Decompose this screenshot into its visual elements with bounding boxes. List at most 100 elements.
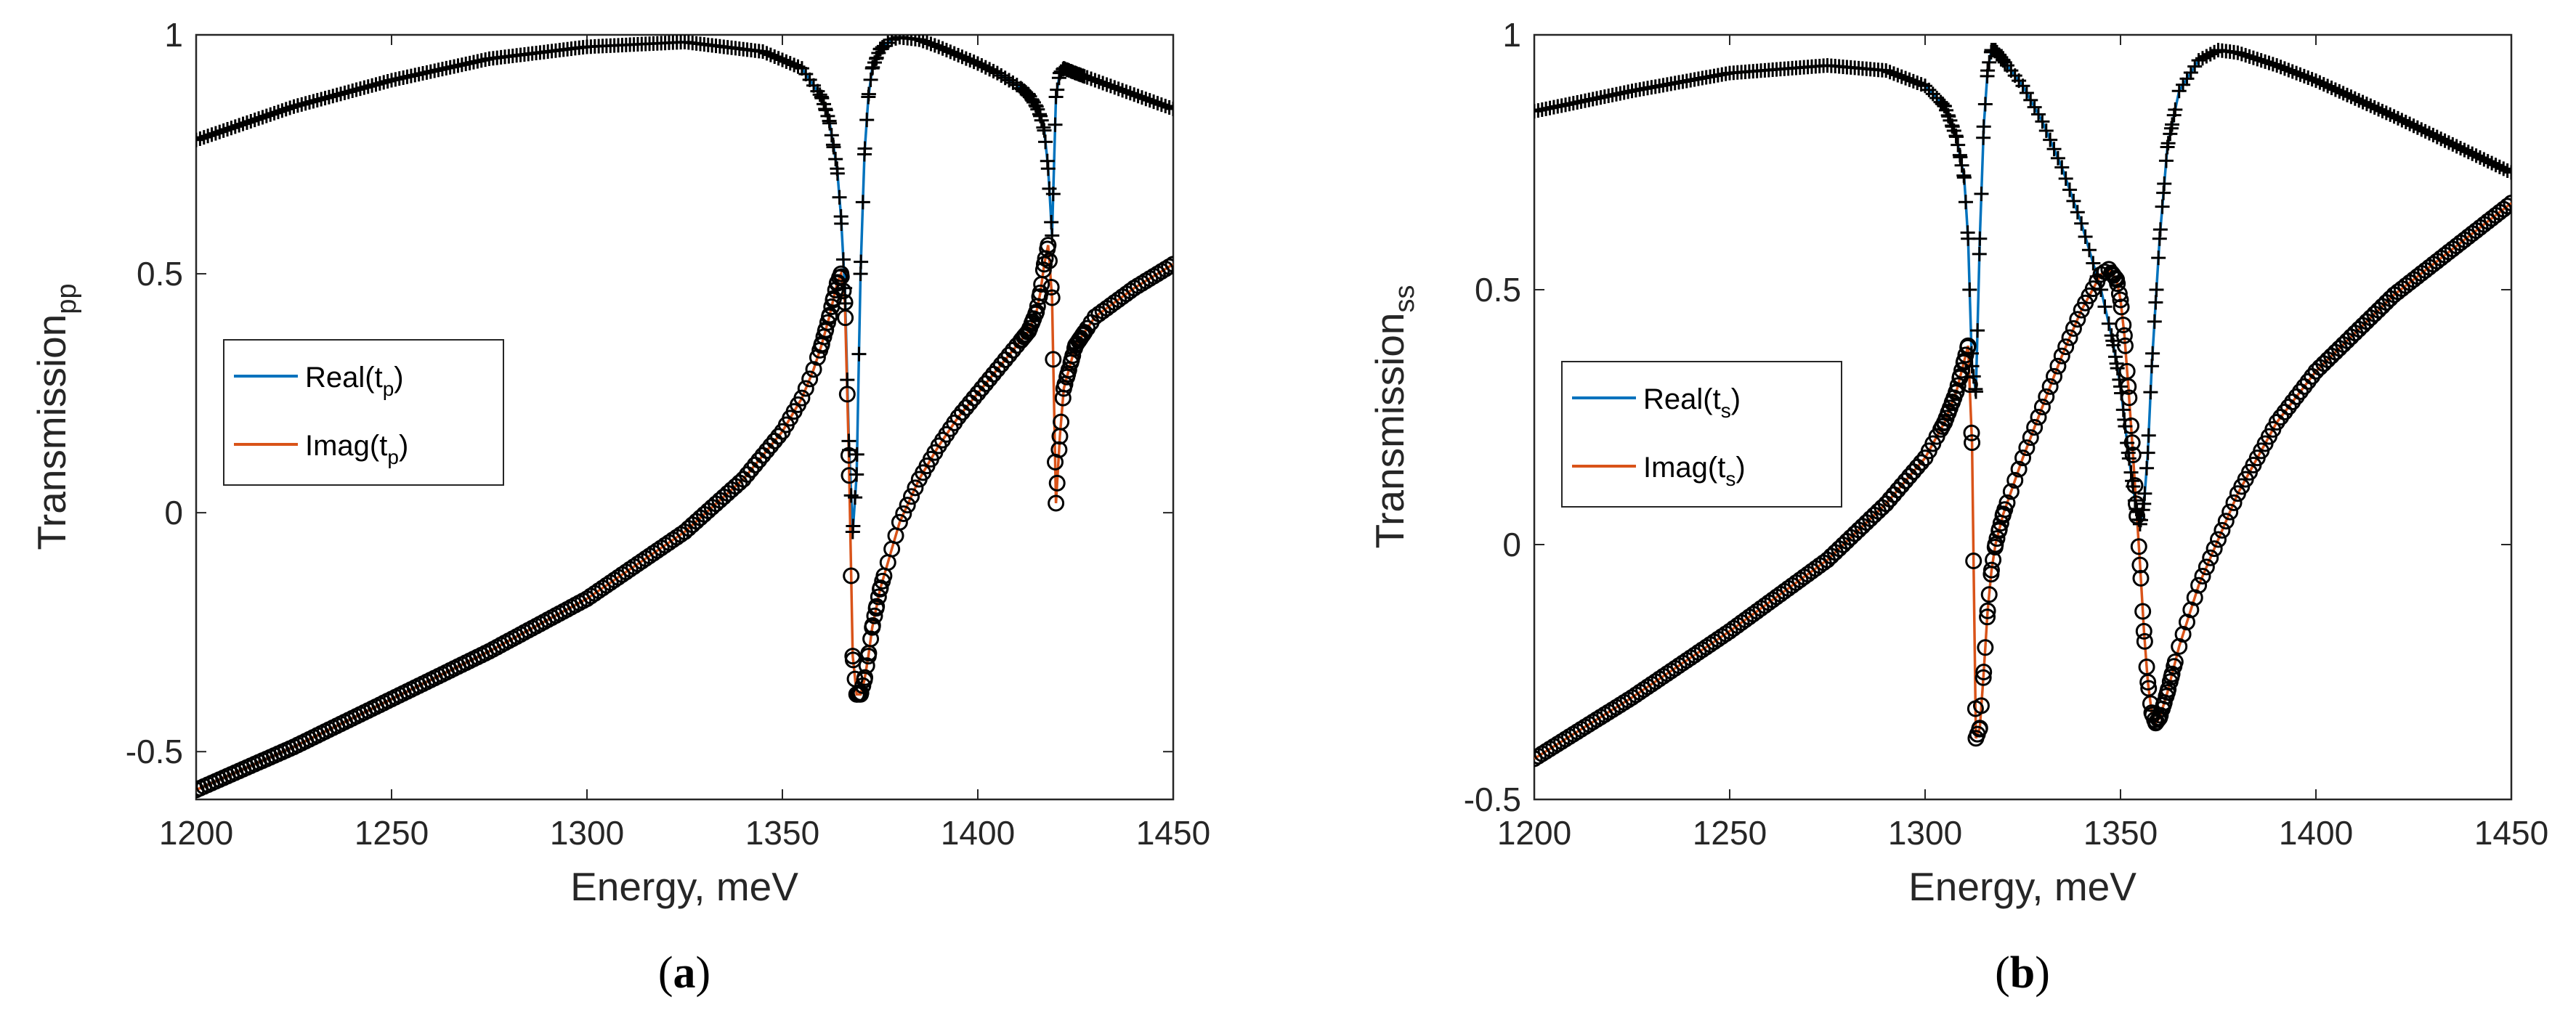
data-point bbox=[1951, 137, 1966, 152]
data-point bbox=[2038, 123, 2054, 138]
data-point bbox=[2006, 472, 2024, 489]
data-point bbox=[2054, 160, 2070, 175]
data-point bbox=[2115, 327, 2133, 344]
data-point bbox=[2121, 389, 2138, 407]
data-point bbox=[818, 102, 833, 118]
data-point bbox=[1166, 102, 1173, 117]
data-point bbox=[2134, 603, 2152, 620]
data-point bbox=[1037, 123, 1052, 138]
data-point bbox=[1965, 552, 1982, 569]
panel-b: 1200 1250 1300 1350 1400 1450 -0.5 0 0.5… bbox=[1367, 16, 2548, 998]
data-point bbox=[841, 467, 858, 484]
data-point bbox=[1982, 561, 2000, 579]
data-point bbox=[2190, 577, 2208, 594]
data-point bbox=[2065, 319, 2082, 337]
data-point bbox=[863, 72, 878, 87]
data-point bbox=[2499, 197, 2511, 215]
panel-a-series-markers bbox=[196, 35, 1173, 799]
data-point bbox=[2206, 540, 2223, 558]
data-point bbox=[907, 479, 924, 497]
data-point bbox=[2158, 153, 2174, 168]
panel-b-series-markers bbox=[1534, 43, 2511, 767]
data-point bbox=[1985, 551, 2002, 569]
data-point bbox=[2500, 163, 2511, 178]
x-tick-label: 1350 bbox=[745, 814, 819, 852]
data-point bbox=[1962, 282, 1977, 297]
data-point bbox=[1048, 89, 1064, 105]
data-point bbox=[1034, 261, 1052, 279]
x-tick-label: 1450 bbox=[2474, 814, 2548, 852]
x-tick-label: 1350 bbox=[2083, 814, 2158, 852]
panel-a-x-tick-labels: 1200 1250 1300 1350 1400 1450 bbox=[159, 814, 1210, 852]
data-point bbox=[2058, 171, 2073, 186]
data-point bbox=[2155, 199, 2170, 214]
data-point bbox=[2160, 136, 2176, 151]
data-point bbox=[2115, 402, 2131, 418]
data-point bbox=[861, 86, 876, 102]
data-point bbox=[864, 616, 881, 634]
y-tick-label: 0.5 bbox=[137, 255, 183, 293]
data-point bbox=[2157, 176, 2172, 191]
data-point bbox=[2129, 508, 2146, 525]
data-point bbox=[1048, 117, 1063, 132]
data-point bbox=[1961, 376, 1978, 394]
data-point bbox=[859, 113, 875, 128]
data-point bbox=[2165, 117, 2180, 132]
data-point bbox=[2035, 114, 2050, 129]
data-point bbox=[1050, 441, 1068, 458]
legend-label-imag: Imag(tp) bbox=[305, 430, 408, 468]
data-point bbox=[793, 389, 811, 407]
data-point bbox=[1953, 362, 1971, 379]
data-point bbox=[1956, 170, 1972, 185]
data-point bbox=[1029, 99, 1044, 114]
data-point bbox=[895, 505, 912, 522]
data-point bbox=[2078, 229, 2093, 244]
data-point bbox=[2046, 367, 2063, 385]
data-point bbox=[1970, 323, 1985, 338]
data-point bbox=[2210, 531, 2227, 548]
x-axis-label: Energy, meV bbox=[1908, 864, 2136, 909]
data-point bbox=[2030, 409, 2047, 425]
data-point bbox=[1982, 54, 1997, 70]
data-point bbox=[830, 166, 845, 181]
data-point bbox=[821, 306, 838, 324]
data-point bbox=[2141, 428, 2156, 443]
data-point bbox=[2504, 165, 2511, 180]
legend-box bbox=[223, 339, 504, 486]
data-point bbox=[1162, 100, 1173, 115]
data-point bbox=[1040, 252, 1058, 269]
data-point bbox=[2123, 434, 2141, 452]
data-point bbox=[801, 370, 819, 388]
data-point bbox=[1974, 187, 1989, 202]
data-point bbox=[2038, 388, 2055, 405]
panel-a: 1200 1250 1300 1350 1400 1450 -0.5 0 0.5… bbox=[29, 16, 1210, 998]
data-point bbox=[2070, 205, 2085, 220]
data-point bbox=[1975, 664, 1993, 680]
data-point bbox=[832, 190, 847, 205]
data-point bbox=[873, 41, 888, 57]
data-point bbox=[1949, 129, 1964, 144]
data-point bbox=[837, 309, 854, 327]
legend-box bbox=[1561, 361, 1842, 508]
data-point bbox=[824, 128, 839, 143]
data-point bbox=[866, 607, 883, 624]
data-point bbox=[2132, 569, 2150, 587]
data-point bbox=[2097, 299, 2113, 314]
data-point bbox=[1534, 750, 1543, 767]
data-point bbox=[2002, 483, 2020, 500]
data-point bbox=[826, 139, 841, 155]
data-point bbox=[2026, 419, 2044, 436]
y-tick-label: -0.5 bbox=[126, 733, 183, 770]
data-point bbox=[1028, 304, 1045, 321]
data-point bbox=[2133, 513, 2148, 528]
data-point bbox=[1979, 608, 1996, 626]
data-point bbox=[2110, 361, 2125, 376]
x-tick-label: 1200 bbox=[159, 814, 233, 852]
data-point bbox=[2139, 460, 2155, 476]
data-point bbox=[2168, 102, 2183, 117]
data-point bbox=[2074, 216, 2089, 231]
data-point bbox=[1974, 669, 1992, 686]
data-point bbox=[2113, 298, 2130, 316]
data-point bbox=[848, 490, 863, 505]
data-point bbox=[2108, 349, 2123, 365]
